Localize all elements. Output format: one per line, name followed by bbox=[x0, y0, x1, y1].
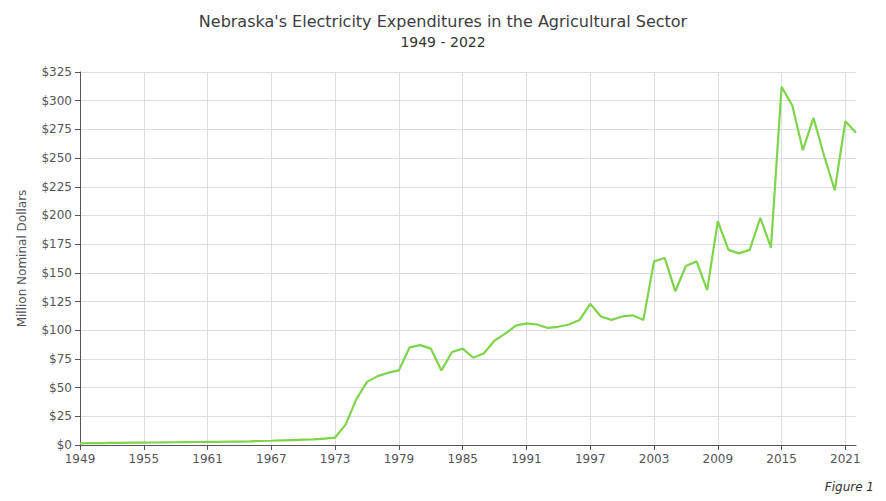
svg-text:$25: $25 bbox=[49, 409, 72, 423]
svg-text:2003: 2003 bbox=[639, 452, 670, 466]
svg-text:$175: $175 bbox=[41, 237, 72, 251]
svg-text:2015: 2015 bbox=[766, 452, 797, 466]
svg-text:$150: $150 bbox=[41, 266, 72, 280]
svg-text:$125: $125 bbox=[41, 295, 72, 309]
svg-text:1949: 1949 bbox=[65, 452, 96, 466]
svg-text:$275: $275 bbox=[41, 122, 72, 136]
svg-text:$75: $75 bbox=[49, 352, 72, 366]
svg-text:1967: 1967 bbox=[256, 452, 287, 466]
svg-text:$50: $50 bbox=[49, 381, 72, 395]
svg-text:1961: 1961 bbox=[192, 452, 223, 466]
svg-text:Nebraska's Electricity Expendi: Nebraska's Electricity Expenditures in t… bbox=[199, 12, 688, 31]
svg-text:$0: $0 bbox=[57, 438, 72, 452]
svg-text:1997: 1997 bbox=[575, 452, 606, 466]
svg-text:1991: 1991 bbox=[511, 452, 542, 466]
svg-text:$225: $225 bbox=[41, 180, 72, 194]
svg-text:Million Nominal Dollars: Million Nominal Dollars bbox=[15, 190, 29, 328]
svg-text:1955: 1955 bbox=[129, 452, 160, 466]
svg-text:1949 - 2022: 1949 - 2022 bbox=[400, 34, 485, 50]
svg-text:1973: 1973 bbox=[320, 452, 351, 466]
svg-text:$200: $200 bbox=[41, 208, 72, 222]
svg-text:Figure 1: Figure 1 bbox=[825, 480, 874, 494]
svg-text:1979: 1979 bbox=[384, 452, 415, 466]
svg-text:2009: 2009 bbox=[703, 452, 734, 466]
svg-text:$300: $300 bbox=[41, 94, 72, 108]
svg-text:$100: $100 bbox=[41, 323, 72, 337]
svg-text:1985: 1985 bbox=[447, 452, 478, 466]
svg-text:$325: $325 bbox=[41, 65, 72, 79]
svg-text:2021: 2021 bbox=[830, 452, 861, 466]
svg-text:$250: $250 bbox=[41, 151, 72, 165]
